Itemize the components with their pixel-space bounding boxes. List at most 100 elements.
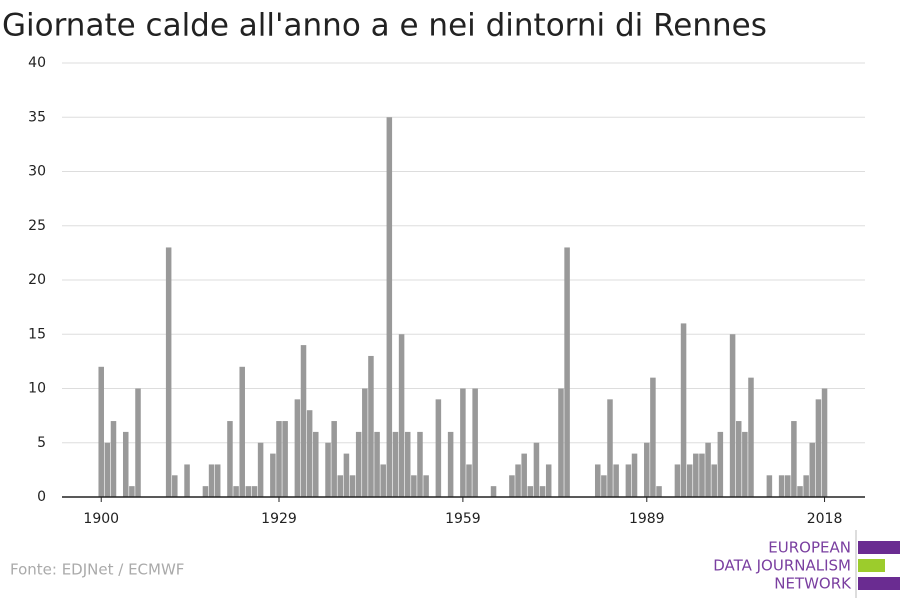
bar xyxy=(693,453,699,497)
bar xyxy=(331,421,337,497)
bar xyxy=(208,464,215,497)
bar xyxy=(362,388,368,497)
bar xyxy=(631,453,638,497)
bar xyxy=(601,475,607,497)
bar xyxy=(245,486,252,497)
bar xyxy=(404,431,411,497)
logo-text: NETWORK xyxy=(774,575,852,593)
bar xyxy=(135,388,141,497)
bar xyxy=(270,453,276,497)
bar xyxy=(417,431,423,497)
bar xyxy=(815,399,822,497)
bar xyxy=(172,475,178,497)
bar xyxy=(748,377,754,497)
bar xyxy=(785,475,791,497)
bar xyxy=(98,366,104,497)
bar xyxy=(735,421,742,497)
bar xyxy=(533,442,540,497)
bar xyxy=(306,410,313,497)
bar xyxy=(325,442,331,497)
x-tick-label: 2018 xyxy=(807,511,843,527)
bar xyxy=(251,486,258,497)
bar xyxy=(729,334,736,497)
bar xyxy=(184,464,190,497)
bar xyxy=(521,453,527,497)
bar xyxy=(797,486,803,497)
bar xyxy=(717,431,724,497)
bar xyxy=(110,421,117,497)
bar xyxy=(214,464,221,497)
logo-bar xyxy=(858,541,900,554)
y-tick-label: 30 xyxy=(28,164,46,180)
bar xyxy=(680,323,687,497)
bar xyxy=(392,431,399,497)
bar xyxy=(656,486,662,497)
bar xyxy=(368,355,374,497)
bar xyxy=(257,442,264,497)
bar xyxy=(435,399,442,497)
bar xyxy=(699,453,705,497)
y-tick-label: 35 xyxy=(28,109,46,125)
logo-bar xyxy=(858,577,900,590)
bar xyxy=(423,475,429,497)
logo-bar xyxy=(858,559,885,572)
bar xyxy=(803,475,809,497)
bar xyxy=(460,388,466,497)
bar xyxy=(202,486,209,497)
bar xyxy=(613,464,619,497)
y-tick-label: 0 xyxy=(37,489,46,505)
bar xyxy=(129,486,135,497)
bar xyxy=(313,431,319,497)
bar xyxy=(355,431,362,497)
x-tick-label: 1959 xyxy=(445,511,481,527)
bar xyxy=(650,377,656,497)
y-tick-label: 25 xyxy=(28,218,46,234)
bar xyxy=(380,464,386,497)
bar xyxy=(337,475,344,497)
bar xyxy=(398,334,405,497)
bar xyxy=(386,117,393,497)
bar xyxy=(515,464,521,497)
chart-title: Giornate calde all'anno a e nei dintorni… xyxy=(2,8,767,44)
bar xyxy=(564,247,570,497)
bar xyxy=(300,345,307,497)
bar xyxy=(233,486,239,497)
bar xyxy=(809,442,816,497)
bar xyxy=(558,388,564,497)
bar xyxy=(276,421,282,497)
logo-text: DATA JOURNALISM xyxy=(713,557,851,575)
bar xyxy=(778,475,785,497)
logo-text: EUROPEAN xyxy=(768,539,851,557)
bar xyxy=(686,464,693,497)
bar xyxy=(122,431,129,497)
bar xyxy=(349,475,356,497)
y-tick-label: 20 xyxy=(28,272,46,288)
bar xyxy=(165,247,172,497)
bar xyxy=(411,475,417,497)
bar xyxy=(821,388,828,497)
bar xyxy=(282,421,288,497)
y-tick-label: 5 xyxy=(37,435,46,451)
x-tick-label: 1989 xyxy=(629,511,665,527)
bar xyxy=(447,431,454,497)
bar xyxy=(509,475,515,497)
y-tick-label: 40 xyxy=(28,55,46,71)
bar xyxy=(374,431,380,497)
bar xyxy=(239,366,245,497)
bar xyxy=(104,442,111,497)
bar xyxy=(472,388,478,497)
bar xyxy=(294,399,301,497)
bar xyxy=(766,475,773,497)
bar xyxy=(705,442,711,497)
bar xyxy=(711,464,717,497)
x-tick-label: 1929 xyxy=(261,511,297,527)
bar xyxy=(343,453,350,497)
bar xyxy=(594,464,601,497)
y-tick-label: 15 xyxy=(28,326,46,342)
bar xyxy=(466,464,472,497)
bar xyxy=(545,464,552,497)
source: Fonte: EDJNet / ECMWF xyxy=(10,561,184,579)
y-tick-label: 10 xyxy=(28,381,46,397)
bar xyxy=(625,464,632,497)
